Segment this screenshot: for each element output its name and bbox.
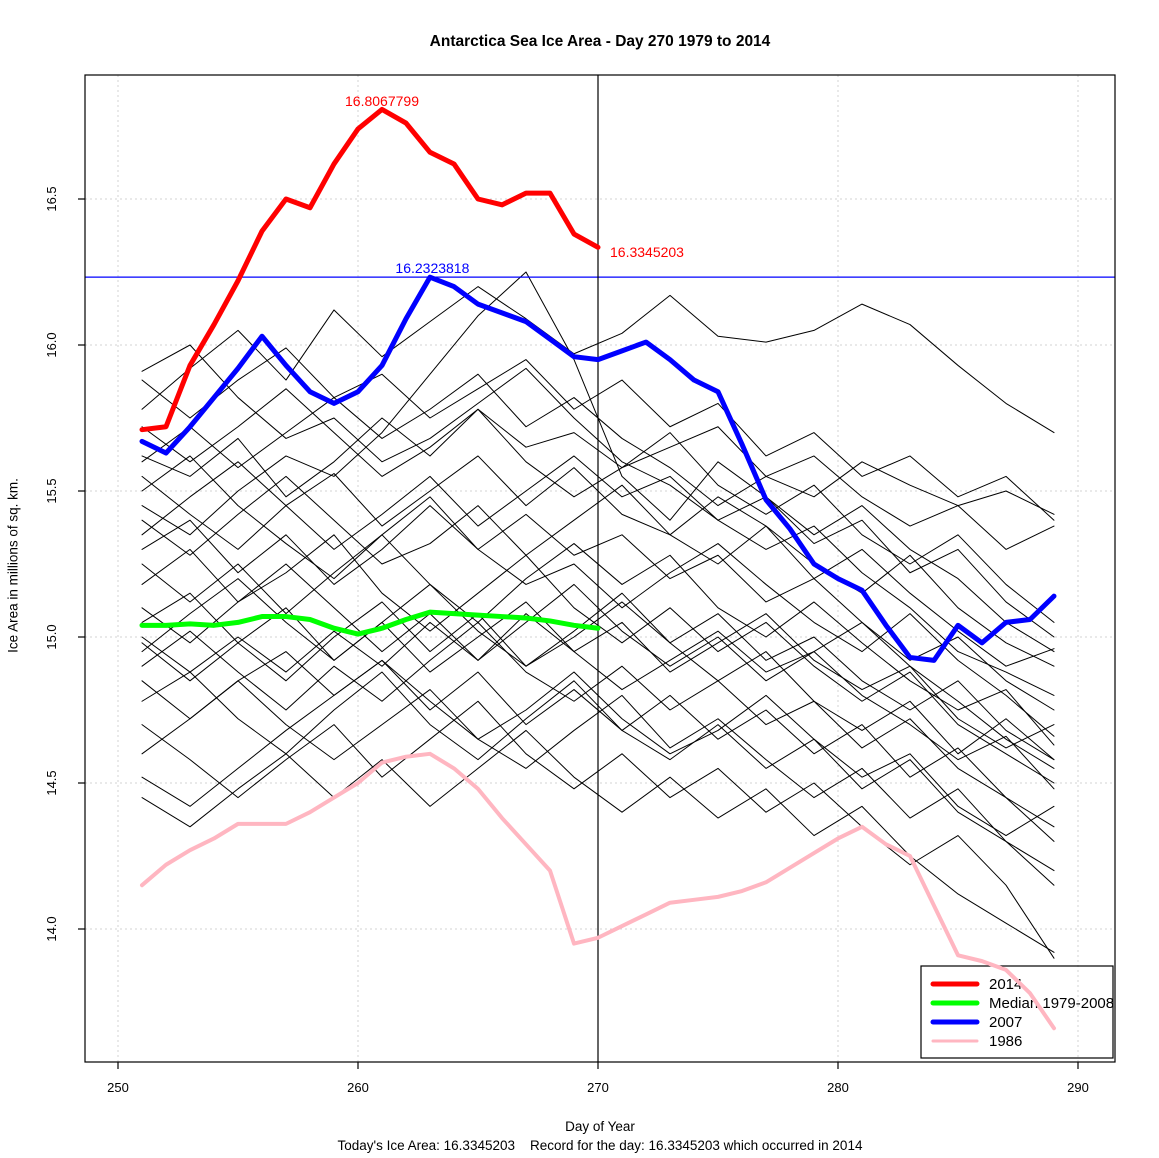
y-tick-label: 16.0 <box>44 332 59 357</box>
y-tick-label: 15.5 <box>44 478 59 503</box>
series-line-median-1979-2008 <box>139 609 601 637</box>
legend-label-2007: 2007 <box>989 1014 1022 1031</box>
annotation-16.8067799: 16.8067799 <box>345 93 419 109</box>
series-line-2007 <box>139 274 1057 663</box>
x-tick-label: 250 <box>107 1080 129 1095</box>
legend-label-median-1979-2008: Median 1979-2008 <box>989 995 1114 1012</box>
x-axis-label: Day of Year <box>565 1119 635 1134</box>
plot-border <box>84 74 1116 1063</box>
status-caption: Today's Ice Area: 16.3345203 Record for … <box>337 1138 863 1153</box>
y-tick-label: 16.5 <box>44 186 59 211</box>
legend-label-1986: 1986 <box>989 1033 1022 1050</box>
series-line-2014 <box>139 106 601 433</box>
legend-box <box>920 965 1114 1059</box>
series-line-1986 <box>140 751 1056 1031</box>
y-axis-label: Ice Area in millions of sq. km. <box>5 478 21 653</box>
y-tick-label: 15.0 <box>44 624 59 649</box>
chart-title: Antarctica Sea Ice Area - Day 270 1979 t… <box>429 33 771 50</box>
annotation-16.3345203: 16.3345203 <box>610 244 684 260</box>
y-tick-label: 14.5 <box>44 770 59 795</box>
y-tick-label: 14.0 <box>44 916 59 941</box>
x-tick-label: 260 <box>347 1080 369 1095</box>
x-tick-label: 290 <box>1067 1080 1089 1095</box>
annotation-16.2323818: 16.2323818 <box>395 260 469 276</box>
x-tick-label: 270 <box>587 1080 609 1095</box>
x-tick-label: 280 <box>827 1080 849 1095</box>
